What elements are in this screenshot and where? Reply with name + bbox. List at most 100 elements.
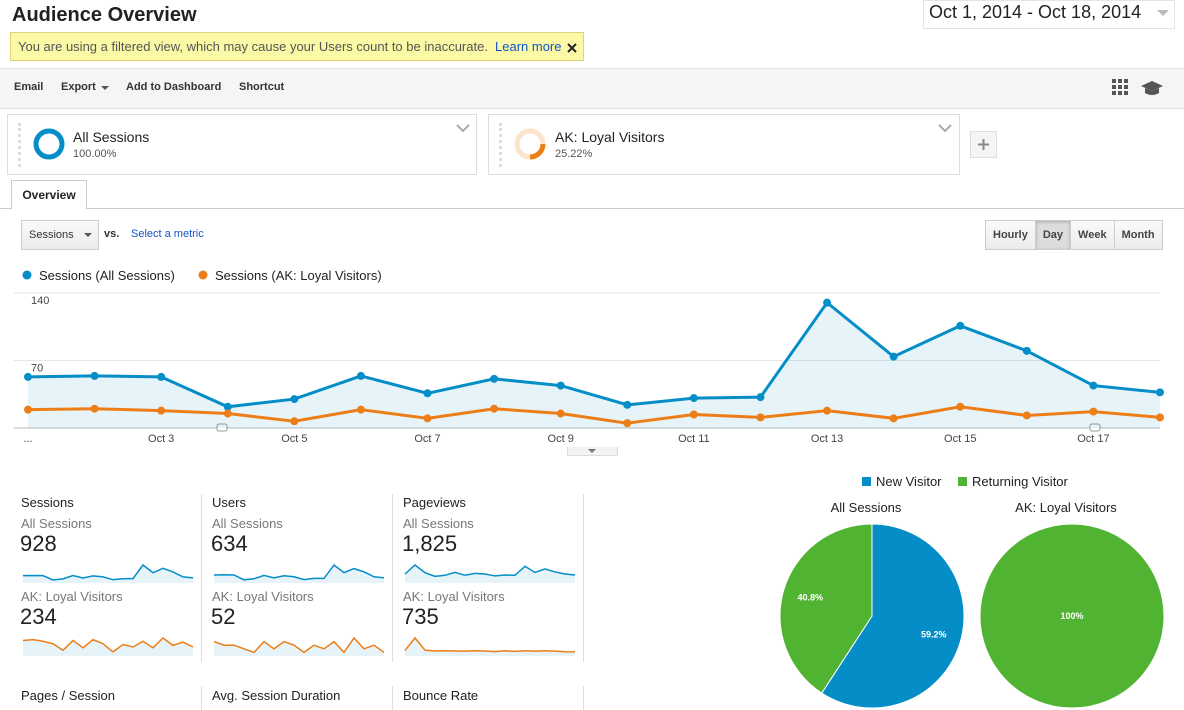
data-point [1022, 411, 1031, 420]
date-picker[interactable]: Oct 1, 2014 - Oct 18, 2014 [923, 0, 1175, 29]
area [28, 302, 1160, 428]
data-point [1156, 388, 1164, 397]
notice-text: You are using a filtered view, which may… [18, 39, 488, 54]
tab-divider [0, 208, 1184, 209]
data-point [24, 372, 32, 381]
data-point [889, 414, 898, 423]
sparkline-area [214, 565, 384, 583]
legend-swatch [862, 477, 871, 486]
segment-label: All Sessions [21, 516, 92, 531]
learn-more-link[interactable]: Learn more [495, 39, 562, 54]
data-point [1156, 413, 1164, 422]
caret [84, 233, 92, 241]
segment-label: AK: Loyal Visitors [403, 589, 505, 604]
page-title: Audience Overview [12, 4, 197, 26]
data-point [889, 352, 898, 361]
metric-value: 52 [211, 604, 236, 629]
segment-card[interactable]: AK: Loyal Visitors 25.22% [488, 114, 960, 175]
data-point [623, 419, 632, 428]
sparkline [22, 637, 194, 653]
data-point [756, 393, 765, 402]
dropdown-arrow [1157, 10, 1169, 22]
metric-value: 234 [20, 604, 57, 629]
segment-name: AK: Loyal Visitors [555, 129, 665, 145]
sparkline-area [23, 565, 193, 583]
data-point [157, 372, 166, 381]
toolbar-item[interactable]: Export [61, 81, 96, 93]
data-point [356, 405, 365, 414]
segment-card[interactable]: All Sessions 100.00% [7, 114, 477, 175]
metric-value: 928 [20, 531, 57, 556]
tile-divider [201, 686, 202, 710]
pie-slice [979, 523, 1165, 709]
granularity-button[interactable]: Week [1070, 221, 1114, 249]
data-point [1089, 407, 1098, 416]
data-point [956, 402, 965, 411]
metric-select[interactable]: Sessions [21, 220, 99, 250]
granularity-button[interactable]: Month [1113, 221, 1162, 249]
sparkline-area [405, 565, 575, 583]
data-point [223, 402, 232, 411]
tab[interactable]: Overview [11, 180, 87, 210]
segment-label: AK: Loyal Visitors [21, 589, 123, 604]
chevron[interactable] [938, 123, 952, 133]
chevron[interactable] [456, 123, 470, 133]
chart-resize-handle[interactable] [567, 447, 618, 456]
toolbar-item[interactable]: Add to Dashboard [126, 81, 222, 93]
metric-label: Bounce Rate [403, 688, 479, 703]
data-point [1089, 381, 1098, 390]
series-line [27, 405, 1161, 425]
granularity-button[interactable]: Day [1034, 221, 1071, 249]
toolbar-item[interactable]: Shortcut [239, 81, 285, 93]
data-point [90, 371, 99, 380]
pie-label: 40.8% [798, 593, 824, 603]
series-line [27, 300, 1161, 409]
data-point [556, 409, 565, 418]
notice: You are using a filtered view, which may… [10, 32, 584, 61]
x-tick-label: Oct 7 [414, 433, 440, 445]
toolbar [0, 68, 1184, 109]
segment-percent: 25.22% [555, 148, 593, 160]
sparkline-area [23, 638, 193, 656]
legend-label: Sessions (All Sessions) [39, 268, 175, 283]
x-tick-label: ... [23, 433, 32, 445]
legend-marker [22, 270, 32, 280]
tile-divider [583, 494, 584, 662]
data-point [823, 298, 832, 307]
tile-divider [392, 686, 393, 710]
tile-divider [392, 494, 393, 662]
data-point [689, 394, 698, 403]
select-metric-link[interactable]: Select a metric [131, 228, 204, 240]
segment-label: All Sessions [403, 516, 474, 531]
x-tick-label: Oct 15 [944, 433, 976, 445]
pie-title: AK: Loyal Visitors [1015, 500, 1117, 515]
legend-label: Returning Visitor [972, 474, 1069, 489]
data-point [823, 406, 832, 415]
data-point [956, 321, 965, 330]
close-icon[interactable] [567, 43, 577, 53]
data-point [689, 410, 698, 419]
x-tick-label: Oct 3 [148, 433, 174, 445]
sparkline [22, 563, 194, 581]
data-point [223, 409, 232, 418]
data-point [157, 406, 166, 415]
caret [101, 86, 109, 94]
pie-label: 59.2% [921, 629, 947, 639]
metric-value: 634 [211, 531, 248, 556]
toolbar-item[interactable]: Email [14, 81, 44, 93]
toolbar-icons[interactable] [1111, 78, 1163, 98]
x-tick-label: Oct 11 [678, 433, 710, 445]
segment-label: AK: Loyal Visitors [212, 589, 314, 604]
metric-value: 1,825 [402, 531, 458, 556]
pie-slice [779, 523, 873, 694]
data-point [290, 395, 299, 404]
segment-name: All Sessions [73, 129, 150, 145]
granularity-button[interactable]: Hourly [985, 221, 1035, 249]
data-point [423, 414, 432, 423]
add-segment-button[interactable] [970, 131, 997, 158]
metric-label: Pages / Session [21, 688, 115, 703]
tile-divider [201, 494, 202, 662]
data-point [490, 404, 499, 413]
x-tick-label: Oct 9 [548, 433, 574, 445]
